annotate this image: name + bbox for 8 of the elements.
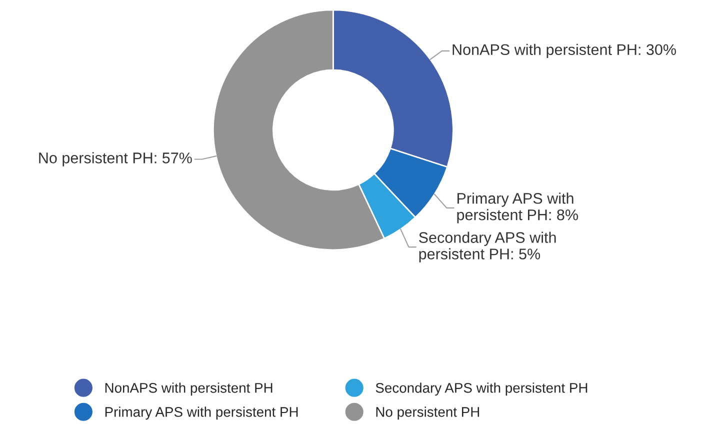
legend-label: Primary APS with persistent PH (105, 406, 298, 420)
legend-label: Secondary APS with persistent PH (376, 382, 588, 396)
legend-label: NonAPS with persistent PH (105, 382, 272, 396)
data-label: Primary APS with persistent PH: 8% (457, 192, 578, 224)
data-label: NonAPS with persistent PH: 30% (452, 44, 676, 58)
legend-label: No persistent PH (376, 406, 480, 420)
data-label: No persistent PH: 57% (39, 152, 192, 166)
data-label: Secondary APS with persistent PH: 5% (419, 232, 556, 262)
